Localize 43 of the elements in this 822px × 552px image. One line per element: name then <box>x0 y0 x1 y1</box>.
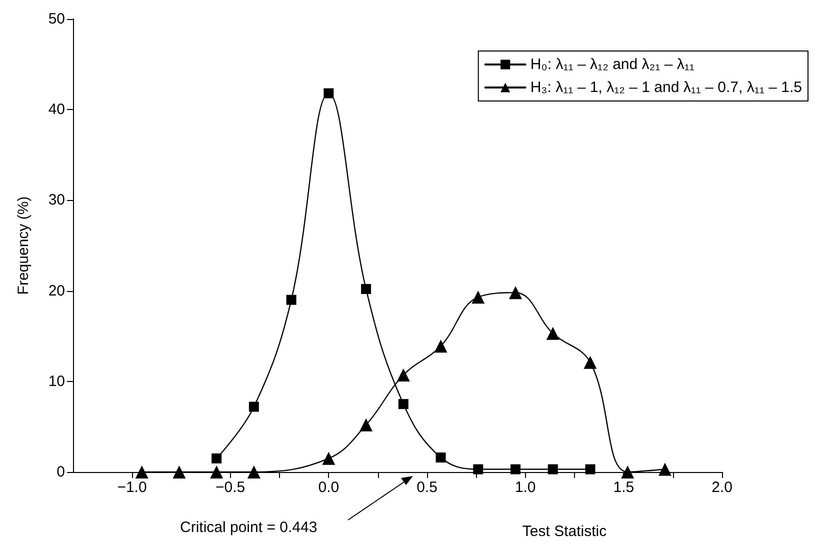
point <box>509 286 522 300</box>
x-tick-label: −0.5 <box>216 479 246 496</box>
point <box>135 466 148 478</box>
x-tick-label: 1.5 <box>613 479 634 496</box>
point <box>658 462 672 476</box>
legend-label: H₀: λ₁₁ – λ₁₂ and λ₂₁ – λ₁₁ <box>530 56 694 73</box>
x-tick-label: 0.0 <box>318 479 340 496</box>
point <box>361 284 372 294</box>
point <box>324 88 334 98</box>
point <box>396 368 410 382</box>
point <box>172 466 186 478</box>
point <box>248 402 259 412</box>
point <box>472 290 485 304</box>
point <box>210 466 224 478</box>
point <box>212 453 222 464</box>
y-tick-label: 0 <box>56 464 65 480</box>
y-tick-label: 50 <box>48 10 65 28</box>
y-tick-label: 40 <box>48 101 65 118</box>
point <box>322 452 336 465</box>
point <box>286 294 296 305</box>
point <box>510 464 520 474</box>
x-tick-label: 2.0 <box>712 479 732 496</box>
point <box>621 466 634 478</box>
point <box>584 356 597 369</box>
point <box>434 340 448 353</box>
x-axis-title: Test Statistic <box>522 523 608 540</box>
y-tick-label: 10 <box>48 372 65 390</box>
x-tick-label: −1.0 <box>117 479 147 496</box>
point <box>247 466 260 478</box>
y-tick-label: 20 <box>48 282 65 300</box>
point <box>360 418 373 432</box>
point <box>585 464 596 474</box>
point <box>546 326 560 340</box>
point <box>473 464 484 474</box>
text: Critical point = 0.443 <box>180 519 318 536</box>
y-tick-label: 30 <box>48 192 65 209</box>
y-axis-title: Frequency (%) <box>15 196 32 295</box>
point <box>398 399 408 410</box>
x-tick-label: 1.0 <box>514 479 536 496</box>
x-tick-label: 0.5 <box>416 479 438 496</box>
point <box>548 464 558 474</box>
legend-label: H₃: λ₁₁ – 1, λ₁₂ – 1 and λ₁₁ – 0.7, λ₁₁ – 1.5 <box>530 79 802 96</box>
point <box>436 452 446 463</box>
